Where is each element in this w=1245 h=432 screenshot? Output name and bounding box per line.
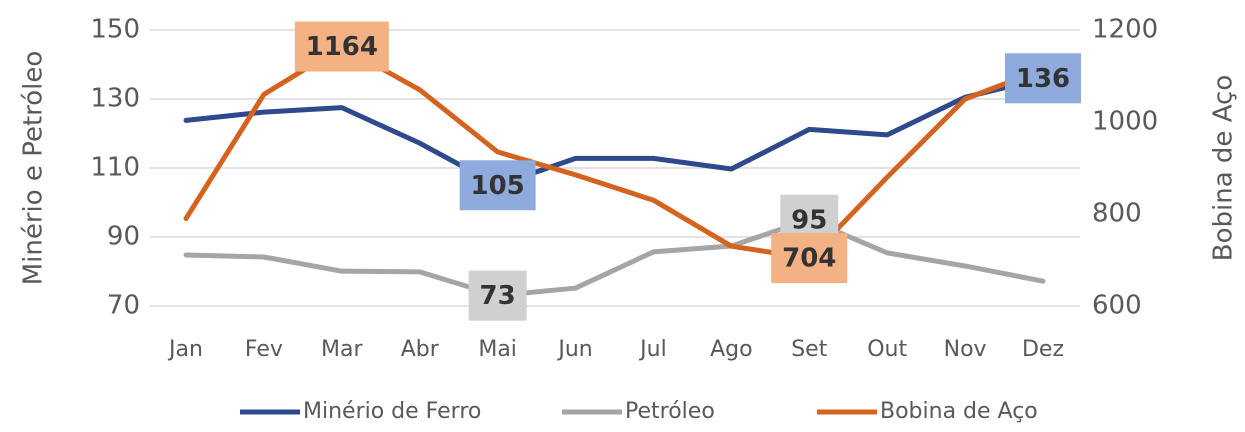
x-tick-label: Fev bbox=[245, 337, 283, 362]
x-tick-label: Dez bbox=[1022, 337, 1064, 362]
x-tick-label: Mai bbox=[478, 337, 517, 362]
data-label-box bbox=[1005, 53, 1081, 104]
data-label: 136 bbox=[1016, 64, 1070, 94]
legend-label: Minério de Ferro bbox=[303, 399, 481, 424]
x-tick-label: Jun bbox=[556, 337, 592, 362]
x-tick-label: Jan bbox=[167, 337, 203, 362]
data-label: 704 bbox=[782, 244, 836, 274]
data-label-box bbox=[294, 21, 389, 72]
y-tick-label: 130 bbox=[90, 84, 140, 114]
data-label-box bbox=[459, 160, 536, 211]
y2-tick-label: 1000 bbox=[1092, 107, 1158, 137]
series-line bbox=[183, 217, 1046, 299]
y2-tick-label: 800 bbox=[1092, 199, 1142, 229]
series-line bbox=[183, 44, 1046, 261]
y2-tick-label: 600 bbox=[1092, 291, 1142, 321]
data-label: 1164 bbox=[306, 32, 378, 62]
y2-tick-label: 1200 bbox=[1092, 15, 1158, 45]
data-label: 95 bbox=[791, 205, 827, 235]
series-line bbox=[183, 75, 1046, 188]
y2-axis-title: Bobina de Aço bbox=[1209, 75, 1239, 261]
x-tick-label: Jul bbox=[638, 337, 667, 362]
x-tick-label: Ago bbox=[710, 337, 752, 362]
x-tick-label: Nov bbox=[944, 337, 987, 362]
y-tick-label: 110 bbox=[90, 153, 140, 183]
data-label-box bbox=[771, 233, 848, 284]
y-tick-label: 90 bbox=[107, 222, 140, 252]
y-tick-label: 70 bbox=[107, 291, 140, 321]
legend-label: Petróleo bbox=[625, 399, 715, 424]
x-tick-label: Abr bbox=[401, 337, 440, 362]
y-tick-label: 150 bbox=[90, 15, 140, 45]
data-label: 105 bbox=[470, 171, 524, 201]
legend-label: Bobina de Aço bbox=[880, 399, 1038, 424]
data-label-box bbox=[468, 270, 527, 321]
data-label: 73 bbox=[480, 281, 516, 311]
x-tick-label: Mar bbox=[321, 337, 363, 362]
x-tick-label: Set bbox=[791, 337, 828, 362]
x-tick-label: Out bbox=[867, 337, 907, 362]
y-axis-title: Minério e Petróleo bbox=[19, 51, 49, 286]
